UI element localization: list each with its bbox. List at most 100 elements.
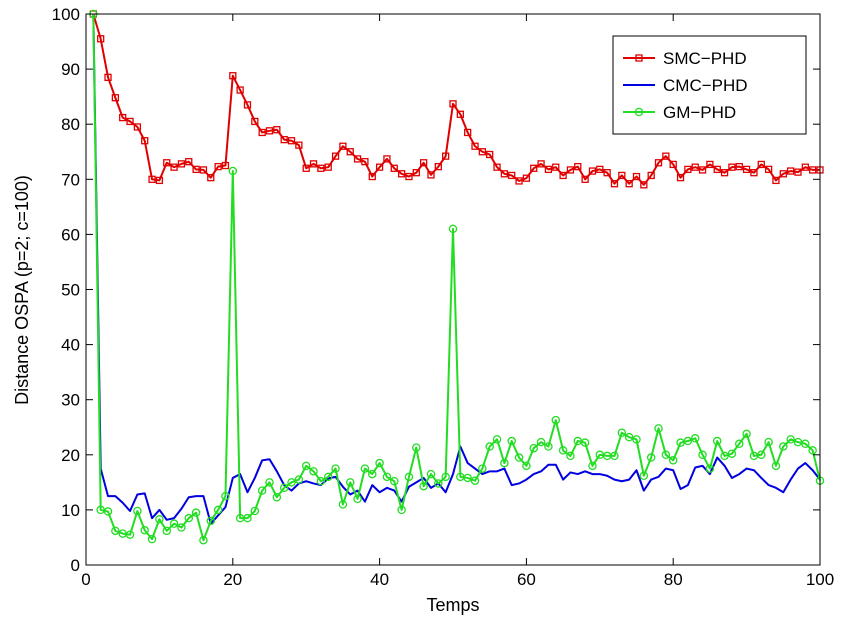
data-point-gm-phd [698,450,707,460]
data-point-smc-phd [339,142,347,150]
data-point-gm-phd [522,461,531,471]
data-point-gm-phd [360,464,370,473]
data-point-gm-phd [184,513,194,523]
data-point-gm-phd [507,436,516,446]
data-point-smc-phd [471,142,479,150]
y-axis-label: Distance OSPA (p=2; c=100) [12,175,32,405]
data-point-gm-phd [316,476,326,486]
data-point-gm-phd [786,435,795,444]
data-point-smc-phd [251,117,259,126]
data-point-smc-phd [346,148,354,156]
y-tick-label: 20 [61,446,80,465]
series-layer [89,9,825,545]
y-tick-label: 10 [61,501,80,520]
y-tick-label: 0 [71,556,80,575]
data-point-gm-phd [661,450,671,460]
data-point-gm-phd [735,439,744,449]
data-point-gm-phd [272,492,282,502]
data-point-gm-phd [338,500,348,509]
data-point-smc-phd [170,163,178,171]
legend-entry-gm-phd: GM−PHD [623,103,736,122]
data-point-gm-phd [654,424,663,433]
data-point-gm-phd [624,432,634,442]
data-point-gm-phd [206,516,216,526]
data-point-gm-phd [690,434,700,443]
data-point-gm-phd [390,476,399,486]
data-point-smc-phd [742,165,751,174]
data-point-smc-phd [757,160,765,169]
data-point-smc-phd [192,165,200,174]
data-point-smc-phd [500,170,509,178]
data-point-smc-phd [676,173,685,182]
data-point-gm-phd [801,439,810,449]
data-point-smc-phd [185,158,193,166]
data-point-gm-phd [448,224,458,234]
data-point-smc-phd [508,171,516,180]
data-point-smc-phd [133,123,142,131]
data-point-gm-phd [426,469,436,479]
data-point-smc-phd [280,135,288,144]
y-tick-label: 90 [61,60,80,79]
data-point-smc-phd [786,167,795,175]
series-line-gm-phd [92,13,821,542]
data-point-gm-phd [485,442,494,451]
data-point-gm-phd [287,478,296,487]
data-point-smc-phd [478,148,487,156]
x-tick-label: 80 [664,570,683,589]
data-point-gm-phd [177,523,186,532]
data-point-gm-phd [492,435,502,444]
data-point-smc-phd [596,165,604,174]
data-point-smc-phd [537,160,545,168]
data-point-gm-phd [529,443,538,453]
data-point-smc-phd [464,128,472,137]
y-tick-label: 70 [61,170,80,189]
data-point-gm-phd [588,461,597,471]
data-point-gm-phd [441,472,450,482]
data-point-gm-phd [213,505,223,515]
data-point-gm-phd [279,483,289,493]
data-point-smc-phd [449,100,457,108]
data-point-smc-phd [397,170,406,178]
data-point-smc-phd [456,110,464,118]
data-point-smc-phd [691,163,699,171]
data-point-smc-phd [148,175,156,183]
data-point-gm-phd [404,472,414,482]
data-point-smc-phd [229,72,237,80]
data-point-gm-phd [265,478,274,487]
data-point-smc-phd [214,162,222,171]
data-point-smc-phd [302,164,310,172]
data-point-gm-phd [617,428,627,438]
data-point-smc-phd [588,167,597,175]
data-point-smc-phd [104,73,112,82]
data-point-smc-phd [265,127,274,135]
data-point-gm-phd [103,507,113,516]
data-point-smc-phd [794,168,802,176]
data-point-smc-phd [111,94,120,102]
y-tick-label: 30 [61,391,80,410]
data-point-gm-phd [397,505,406,515]
data-point-gm-phd [228,166,238,176]
legend-entry-smc-phd: SMC−PHD [623,49,747,68]
data-point-gm-phd [779,442,788,451]
data-point-gm-phd [463,473,472,483]
data-point-smc-phd [566,166,575,174]
data-point-smc-phd [654,159,663,167]
data-point-smc-phd [493,163,501,171]
data-point-gm-phd [757,450,766,460]
data-point-smc-phd [324,163,332,171]
data-point-gm-phd [610,451,619,461]
data-point-smc-phd [221,161,230,170]
data-point-gm-phd [412,443,421,452]
data-point-smc-phd [383,155,391,163]
data-point-smc-phd [764,165,773,174]
data-point-smc-phd [317,164,325,172]
data-point-smc-phd [706,160,714,169]
data-point-smc-phd [574,162,582,171]
x-tick-label: 40 [370,570,389,589]
x-axis-label: Temps [426,595,479,615]
data-point-gm-phd [434,479,443,488]
x-tick-label: 60 [517,570,536,589]
data-point-gm-phd [470,476,480,485]
data-point-gm-phd [514,453,524,462]
data-point-smc-phd [309,160,318,168]
